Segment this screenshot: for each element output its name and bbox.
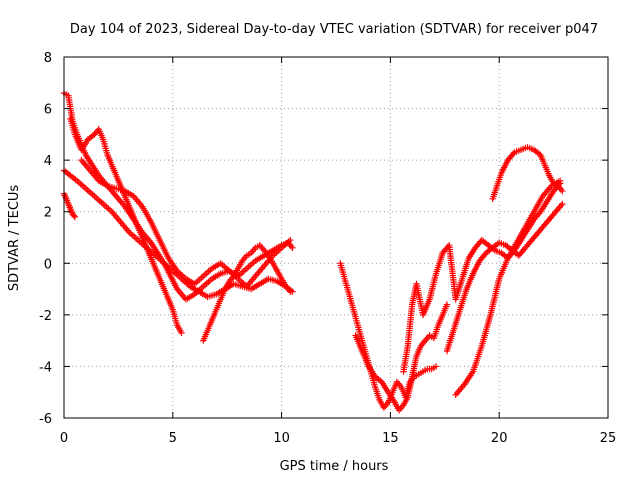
y-tick-label: -6 — [39, 412, 52, 427]
data-point-marker — [556, 177, 564, 184]
plot-area-data — [60, 89, 566, 414]
series-track-7 — [337, 260, 440, 411]
series-track-12 — [489, 144, 566, 202]
data-point-marker — [178, 329, 185, 337]
x-tick-label: 15 — [382, 431, 399, 446]
series-track-11 — [452, 177, 564, 398]
y-tick-label: -2 — [39, 309, 52, 324]
chart-title: Day 104 of 2023, Sidereal Day-to-day VTE… — [70, 22, 598, 37]
x-tick-label: 20 — [491, 431, 508, 446]
data-point-marker — [432, 363, 440, 370]
series-track-5 — [78, 156, 294, 290]
data-point-marker — [287, 236, 294, 244]
plot-frame — [63, 56, 609, 419]
y-tick-label: -4 — [39, 360, 52, 375]
data-point-marker — [443, 301, 451, 308]
y-tick-label: 4 — [44, 154, 52, 169]
grid-lines — [64, 57, 608, 418]
data-point-marker — [289, 244, 296, 252]
series-track-4 — [60, 190, 79, 221]
x-axis-title: GPS time / hours — [280, 459, 389, 474]
series-track-6 — [200, 242, 294, 344]
y-tick-label: 8 — [44, 51, 52, 66]
y-tick-label: 2 — [44, 206, 52, 221]
data-point-marker — [481, 251, 488, 258]
series-track-10 — [443, 200, 566, 355]
x-tick-label: 5 — [169, 431, 177, 446]
series-track-8 — [352, 301, 451, 414]
axis-ticks — [63, 56, 609, 419]
y-tick-label: 0 — [44, 257, 52, 272]
x-axis-tick-labels: 0 5 10 15 20 25 — [60, 431, 616, 446]
data-point-marker — [559, 200, 566, 208]
series-track-3 — [60, 167, 296, 300]
data-point-marker — [559, 187, 566, 195]
x-tick-label: 0 — [60, 431, 68, 446]
data-point-marker — [287, 288, 294, 295]
y-axis-title: SDTVAR / TECUs — [7, 185, 22, 292]
y-tick-label: 6 — [44, 103, 52, 118]
series-track-2 — [67, 115, 185, 337]
y-axis-tick-labels: -6 -4 -2 0 2 4 6 8 — [39, 51, 52, 427]
x-tick-label: 25 — [600, 431, 617, 446]
data-point-marker — [71, 213, 79, 221]
x-tick-label: 10 — [273, 431, 290, 446]
data-point-marker — [70, 212, 77, 219]
